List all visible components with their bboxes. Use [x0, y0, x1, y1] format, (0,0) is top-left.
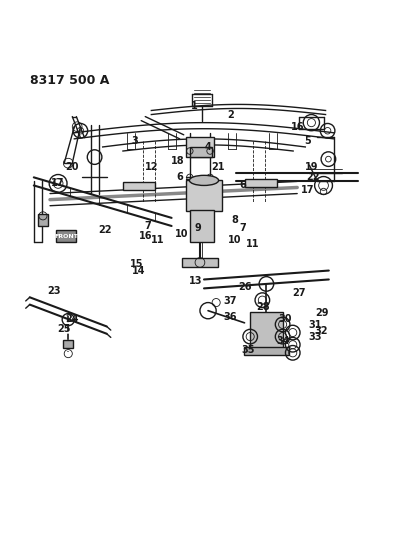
- Text: 10: 10: [175, 229, 188, 239]
- Text: 7: 7: [239, 223, 246, 233]
- Text: 14: 14: [133, 266, 146, 277]
- Text: 24: 24: [66, 314, 79, 324]
- Text: 12: 12: [144, 162, 158, 172]
- Bar: [186, 180, 222, 211]
- Text: 9: 9: [195, 223, 201, 233]
- Text: 33: 33: [309, 333, 322, 342]
- Bar: [186, 137, 214, 157]
- Bar: [123, 182, 155, 190]
- Text: 11: 11: [151, 235, 164, 245]
- Text: 30: 30: [278, 314, 292, 324]
- Bar: [244, 180, 277, 188]
- Bar: [244, 347, 289, 355]
- Text: 21: 21: [211, 162, 225, 172]
- Text: 18: 18: [171, 156, 184, 166]
- Text: 28: 28: [256, 302, 270, 312]
- Text: 5: 5: [304, 136, 311, 146]
- Text: 3: 3: [132, 136, 138, 146]
- Text: 25: 25: [58, 324, 71, 334]
- Text: 15: 15: [131, 260, 144, 270]
- Text: 2: 2: [227, 110, 234, 119]
- Text: 17: 17: [51, 179, 65, 189]
- Bar: [190, 210, 214, 242]
- Text: 6: 6: [239, 181, 246, 190]
- Text: 29: 29: [315, 308, 328, 318]
- Text: 32: 32: [315, 326, 328, 336]
- Text: 20: 20: [66, 162, 79, 172]
- Bar: [190, 147, 212, 157]
- Bar: [56, 230, 76, 242]
- Text: 37: 37: [224, 296, 237, 306]
- Text: 26: 26: [238, 282, 251, 292]
- Text: 23: 23: [47, 286, 61, 296]
- Text: FRONT: FRONT: [54, 233, 78, 239]
- Text: 10: 10: [228, 235, 241, 245]
- Bar: [250, 312, 283, 349]
- Text: 31: 31: [309, 320, 322, 330]
- Text: 17: 17: [301, 184, 314, 195]
- Text: 11: 11: [246, 239, 259, 249]
- Text: 27: 27: [293, 288, 306, 298]
- Text: 16: 16: [290, 122, 304, 132]
- Ellipse shape: [189, 175, 219, 185]
- Bar: [182, 259, 218, 266]
- Text: 16: 16: [138, 231, 152, 241]
- Text: 22: 22: [98, 225, 111, 235]
- Text: 7: 7: [144, 221, 151, 231]
- Text: 34: 34: [276, 336, 290, 346]
- Text: 6: 6: [176, 172, 183, 182]
- Text: 35: 35: [242, 344, 255, 354]
- Text: 19: 19: [305, 162, 318, 172]
- Text: 22: 22: [307, 172, 320, 182]
- Text: 8: 8: [231, 215, 238, 225]
- Bar: [63, 340, 73, 348]
- Text: 4: 4: [205, 142, 211, 152]
- Text: 13: 13: [189, 276, 203, 286]
- Text: 36: 36: [224, 312, 237, 322]
- Text: 1: 1: [191, 101, 197, 111]
- Text: 8317 500 A: 8317 500 A: [30, 74, 109, 86]
- Bar: [38, 214, 48, 226]
